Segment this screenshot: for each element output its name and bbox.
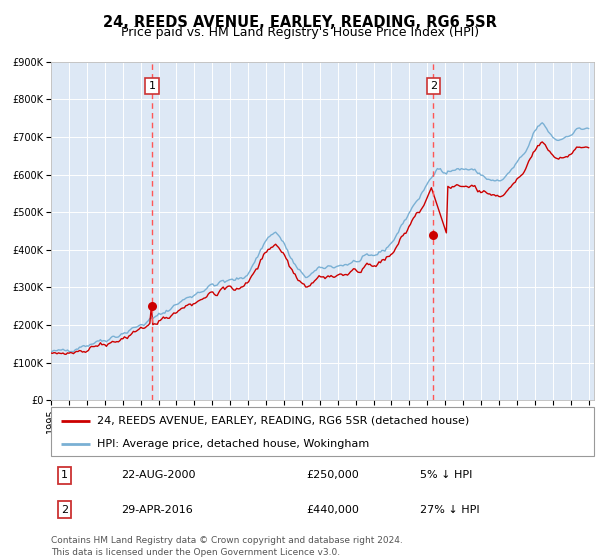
Text: 5% ↓ HPI: 5% ↓ HPI: [420, 470, 473, 480]
Text: 1: 1: [149, 81, 155, 91]
Text: 24, REEDS AVENUE, EARLEY, READING, RG6 5SR (detached house): 24, REEDS AVENUE, EARLEY, READING, RG6 5…: [97, 416, 469, 426]
Text: £440,000: £440,000: [306, 505, 359, 515]
Text: 2: 2: [61, 505, 68, 515]
Text: 27% ↓ HPI: 27% ↓ HPI: [420, 505, 480, 515]
Text: £250,000: £250,000: [306, 470, 359, 480]
Text: Price paid vs. HM Land Registry's House Price Index (HPI): Price paid vs. HM Land Registry's House …: [121, 26, 479, 39]
Text: 29-APR-2016: 29-APR-2016: [122, 505, 193, 515]
Text: Contains HM Land Registry data © Crown copyright and database right 2024.
This d: Contains HM Land Registry data © Crown c…: [51, 536, 403, 557]
Text: HPI: Average price, detached house, Wokingham: HPI: Average price, detached house, Woki…: [97, 439, 370, 449]
Text: 2: 2: [430, 81, 437, 91]
Text: 22-AUG-2000: 22-AUG-2000: [122, 470, 196, 480]
Text: 24, REEDS AVENUE, EARLEY, READING, RG6 5SR: 24, REEDS AVENUE, EARLEY, READING, RG6 5…: [103, 15, 497, 30]
Text: 1: 1: [61, 470, 68, 480]
